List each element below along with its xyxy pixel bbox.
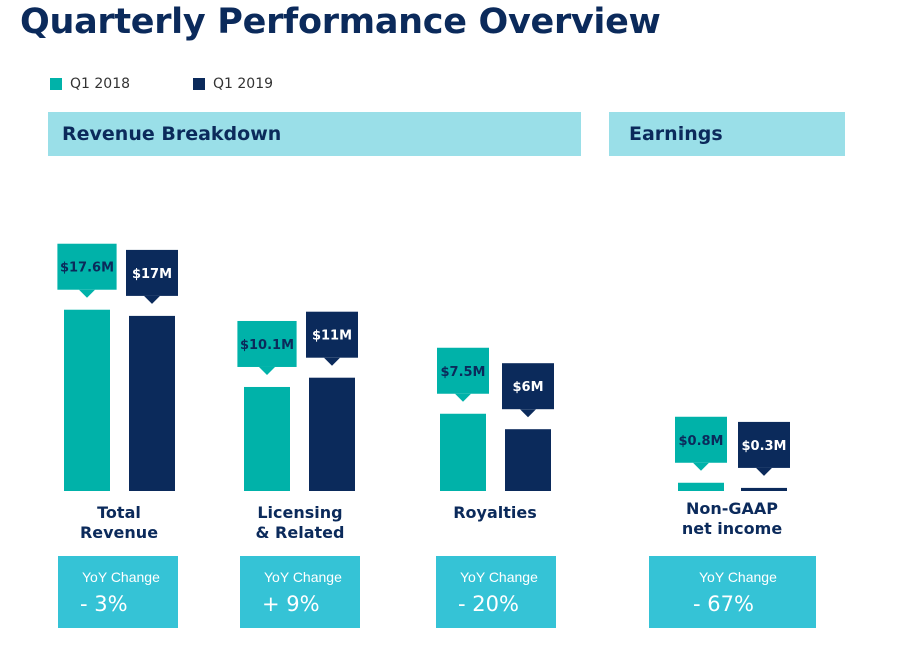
legend-swatch-q1-2019 <box>193 78 205 90</box>
data-label-royalties-q1-2019: $6M <box>512 380 543 395</box>
category-label-total-revenue: Total Revenue <box>79 503 159 542</box>
yoy-change-value: - 3% <box>80 592 128 616</box>
category-label-net-income: Non-GAAP net income <box>681 499 783 538</box>
data-label-licensing-q1-2018: $10.1M <box>240 338 294 353</box>
callout-box-total-revenue-q1-2019 <box>126 249 178 296</box>
data-label-net-income-q1-2018: $0.8M <box>678 434 723 449</box>
callout-pointer-total-revenue-q1-2018 <box>79 289 95 298</box>
callout-box-licensing-q1-2018 <box>237 320 297 367</box>
bar-total-revenue-q1-2018 <box>64 309 110 491</box>
yoy-change-label: YoY Change <box>699 569 777 585</box>
yoy-change-value: + 9% <box>262 592 320 616</box>
data-label-licensing-q1-2019: $11M <box>312 329 352 344</box>
callout-box-royalties-q1-2019 <box>502 363 554 410</box>
callout-box-net-income-q1-2018 <box>675 416 727 463</box>
bar-net-income-q1-2018 <box>678 482 724 491</box>
bar-total-revenue-q1-2019 <box>129 315 175 491</box>
callout-pointer-net-income-q1-2018 <box>693 462 709 471</box>
callout-pointer-total-revenue-q1-2019 <box>144 295 160 304</box>
callout-pointer-licensing-q1-2018 <box>259 366 275 375</box>
bar-net-income-q1-2019 <box>741 487 787 491</box>
callout-pointer-net-income-q1-2019 <box>756 467 772 476</box>
yoy-change-box-net-income: YoY Change - 67% <box>649 556 816 628</box>
page-title: Quarterly Performance Overview <box>20 2 661 42</box>
legend-label-q1-2018: Q1 2018 <box>70 76 131 92</box>
bar-royalties-q1-2018 <box>440 413 486 491</box>
callout-pointer-licensing-q1-2019 <box>324 357 340 366</box>
callout-pointer-royalties-q1-2019 <box>520 409 536 418</box>
category-label-royalties: Royalties <box>453 503 537 522</box>
yoy-change-value: - 20% <box>458 592 519 616</box>
data-label-net-income-q1-2019: $0.3M <box>741 439 786 454</box>
data-label-total-revenue-q1-2018: $17.6M <box>60 261 114 276</box>
yoy-change-box-licensing: YoY Change + 9% <box>240 556 360 628</box>
bar-royalties-q1-2019 <box>505 429 551 491</box>
yoy-change-value: - 67% <box>693 592 754 616</box>
callout-box-royalties-q1-2018 <box>437 347 489 394</box>
legend-label-q1-2019: Q1 2019 <box>213 76 274 92</box>
legend-item-q1-2018: Q1 2018 <box>50 76 130 92</box>
legend-swatch-q1-2018 <box>50 78 62 90</box>
bar-licensing-q1-2018 <box>244 386 290 491</box>
callout-box-total-revenue-q1-2018 <box>57 243 117 290</box>
revenue-breakdown-header: Revenue Breakdown <box>48 112 581 156</box>
data-label-royalties-q1-2018: $7.5M <box>440 365 485 380</box>
bar-licensing-q1-2019 <box>309 377 355 491</box>
callout-box-licensing-q1-2019 <box>306 311 358 358</box>
yoy-change-label: YoY Change <box>460 569 538 585</box>
data-label-total-revenue-q1-2019: $17M <box>132 267 172 282</box>
callout-pointer-royalties-q1-2018 <box>455 393 471 402</box>
earnings-header: Earnings <box>609 112 845 156</box>
yoy-change-box-total-revenue: YoY Change - 3% <box>58 556 178 628</box>
legend-item-q1-2019: Q1 2019 <box>193 76 273 92</box>
yoy-change-label: YoY Change <box>264 569 342 585</box>
yoy-change-label: YoY Change <box>82 569 160 585</box>
yoy-change-box-royalties: YoY Change - 20% <box>436 556 556 628</box>
callout-box-net-income-q1-2019 <box>738 421 790 468</box>
category-label-licensing: Licensing & Related <box>255 503 345 542</box>
